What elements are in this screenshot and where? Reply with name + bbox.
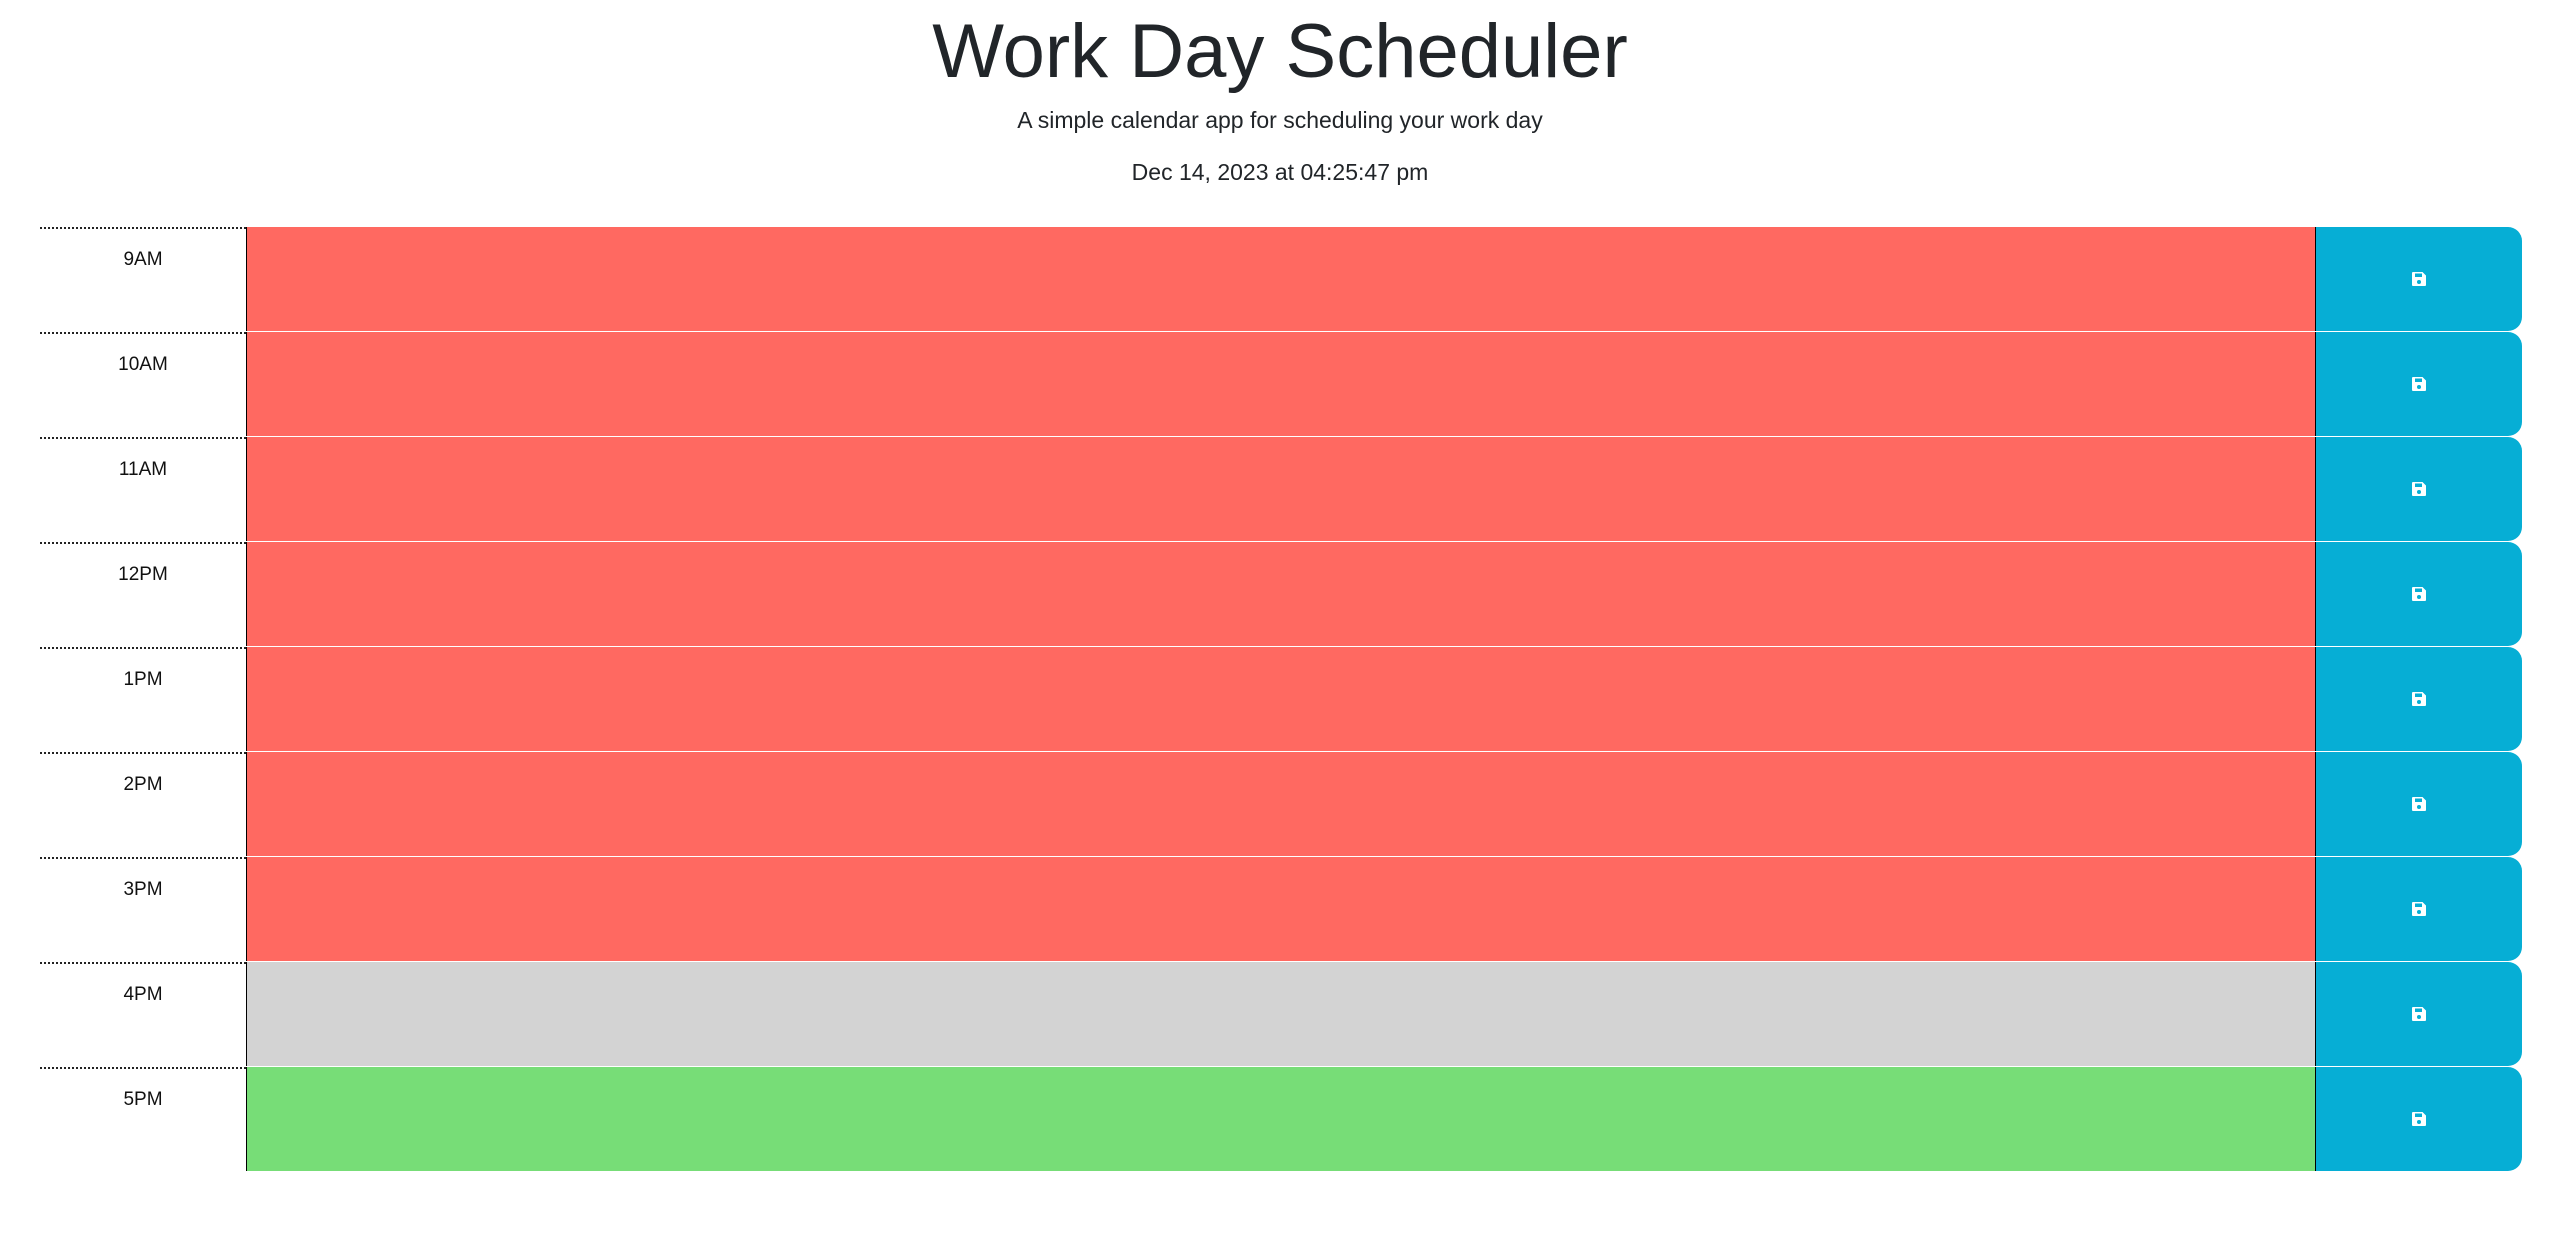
save-button[interactable] (2316, 962, 2522, 1066)
time-block-row: 2PM (40, 752, 2522, 856)
floppy-disk-icon (2412, 1112, 2426, 1126)
current-datetime: Dec 14, 2023 at 04:25:47 pm (1131, 159, 1429, 185)
hour-label: 9AM (40, 227, 246, 331)
hour-label: 3PM (40, 857, 246, 961)
hour-label: 5PM (40, 1067, 246, 1171)
schedule: 9AM 10AM 11AM 12PM (40, 227, 2522, 1172)
save-button[interactable] (2316, 332, 2522, 436)
event-description-input[interactable] (246, 332, 2316, 436)
save-button[interactable] (2316, 857, 2522, 961)
time-block-row: 9AM (40, 227, 2522, 331)
hour-label: 12PM (40, 542, 246, 646)
event-description-input[interactable] (246, 1067, 2316, 1171)
time-block-row: 1PM (40, 647, 2522, 751)
hour-label: 4PM (40, 962, 246, 1066)
floppy-disk-icon (2412, 1007, 2426, 1021)
floppy-disk-icon (2412, 482, 2426, 496)
time-block-row: 11AM (40, 437, 2522, 541)
event-description-input[interactable] (246, 227, 2316, 331)
page-title: Work Day Scheduler (932, 9, 1628, 94)
floppy-disk-icon (2412, 902, 2426, 916)
event-description-input[interactable] (246, 857, 2316, 961)
save-button[interactable] (2316, 647, 2522, 751)
floppy-disk-icon (2412, 272, 2426, 286)
hour-label: 10AM (40, 332, 246, 436)
save-button[interactable] (2316, 752, 2522, 856)
time-block-row: 12PM (40, 542, 2522, 646)
floppy-disk-icon (2412, 692, 2426, 706)
floppy-disk-icon (2412, 377, 2426, 391)
time-block-row: 3PM (40, 857, 2522, 961)
page-subtitle: A simple calendar app for scheduling you… (1017, 107, 1543, 133)
event-description-input[interactable] (246, 437, 2316, 541)
page-header: Work Day Scheduler A simple calendar app… (0, 0, 2560, 228)
floppy-disk-icon (2412, 797, 2426, 811)
save-button[interactable] (2316, 227, 2522, 331)
event-description-input[interactable] (246, 542, 2316, 646)
hour-label: 1PM (40, 647, 246, 751)
save-button[interactable] (2316, 542, 2522, 646)
save-button[interactable] (2316, 437, 2522, 541)
time-block-row: 10AM (40, 332, 2522, 436)
floppy-disk-icon (2412, 587, 2426, 601)
event-description-input[interactable] (246, 647, 2316, 751)
save-button[interactable] (2316, 1067, 2522, 1171)
event-description-input[interactable] (246, 752, 2316, 856)
hour-label: 2PM (40, 752, 246, 856)
hour-label: 11AM (40, 437, 246, 541)
time-block-row: 4PM (40, 962, 2522, 1066)
time-block-row: 5PM (40, 1067, 2522, 1171)
event-description-input[interactable] (246, 962, 2316, 1066)
